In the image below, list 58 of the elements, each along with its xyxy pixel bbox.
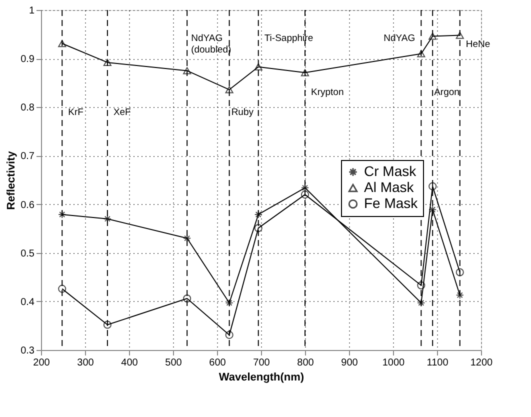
point [417,50,426,58]
x-tick-label: 1000 [382,358,406,368]
y-tick-label: 0.3 [20,346,35,356]
y-tick-label: 0.9 [20,54,35,66]
x-tick-label: 1200 [470,358,494,368]
point [417,281,426,290]
point [225,86,234,94]
point [300,69,310,76]
x-tick-label: 300 [77,358,94,368]
point [254,63,262,70]
ref-line-label: HeNe [466,39,490,50]
ref-line-label: Ruby [231,107,254,118]
point [103,214,112,223]
x-tick-label: 200 [33,358,50,368]
point [254,224,262,232]
point [456,268,464,276]
y-tick-label: 0.6 [20,200,35,211]
point [225,330,234,339]
legend-label: Fe Mask [364,195,419,211]
point [225,298,234,307]
y-tick-label: 0.7 [20,151,35,162]
point [183,67,192,74]
ref-line-label: XeF [113,107,132,118]
ref-line-label: NdYAG [384,33,416,44]
legend-label: Al Mask [364,179,415,195]
ref-line-label: Argon [434,87,460,98]
point [58,40,66,48]
ref-line-label: NdYAG (doubled) [191,33,232,56]
point [417,298,426,307]
point [183,294,192,303]
point [58,210,66,219]
point [183,234,192,242]
point [456,32,464,39]
y-tick-label: 0.5 [20,248,35,260]
ref-line-label: Krypton [311,87,344,98]
point [58,284,66,293]
x-tick-label: 900 [341,358,358,368]
point [428,182,437,190]
point [428,32,437,40]
point [103,320,112,329]
x-tick-label: 700 [253,358,270,368]
x-tick-label: 800 [297,358,314,368]
x-tick-label: 600 [209,358,226,368]
x-tick-label: 1100 [426,358,449,368]
legend-label: Cr Mask [364,163,418,179]
x-axis-title: Wavelength(nm) [218,372,304,384]
x-tick-label: 400 [121,358,138,368]
y-axis-title: Reflectivity [6,150,18,210]
point [300,190,310,199]
point [456,291,464,300]
y-tick-label: 0.4 [20,296,35,308]
y-tick-label: 1 [28,6,35,16]
y-tick-label: 0.8 [20,102,35,114]
point [103,58,112,66]
ref-line-label: KrF [68,107,84,118]
x-tick-label: 500 [165,358,182,368]
ref-line-label: Ti-Sapphire [264,33,314,44]
point [254,210,262,219]
